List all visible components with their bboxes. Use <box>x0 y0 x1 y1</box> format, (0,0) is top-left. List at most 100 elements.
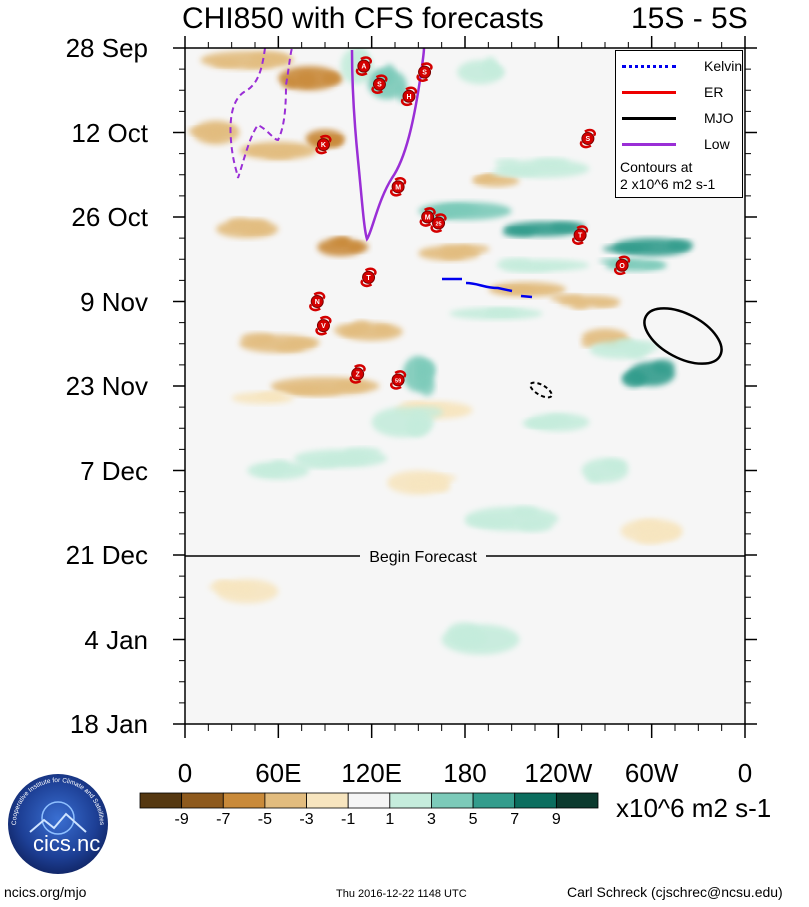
colorbar-label: 1 <box>385 811 395 828</box>
field-blob <box>373 325 393 335</box>
field-blob <box>440 250 465 260</box>
hurricane-icon <box>390 177 407 197</box>
hurricane-icon <box>360 267 377 288</box>
field-blob <box>571 301 589 310</box>
mjo-contour <box>643 307 723 365</box>
logo-mountain-icon <box>29 812 87 833</box>
field-blob <box>407 418 430 437</box>
colorbar-label: -1 <box>341 811 356 828</box>
field-blob <box>652 359 675 374</box>
field-blob <box>465 516 516 528</box>
storm-dot <box>316 319 330 333</box>
storm-label: S <box>422 70 427 77</box>
colorbar-swatch <box>514 792 557 809</box>
field-blob <box>401 401 427 408</box>
field-blob <box>334 380 369 392</box>
storm-dot <box>310 295 324 308</box>
storm-dot <box>615 258 629 272</box>
footer-right: Carl Schreck (cjschrec@ncsu.edu) <box>567 884 783 900</box>
storm-marker: M <box>390 177 407 197</box>
field-blob <box>517 519 553 532</box>
field-blob <box>239 228 273 235</box>
field-blob <box>214 579 231 589</box>
field-blob <box>641 262 663 269</box>
storm-marker: O <box>614 255 631 276</box>
field-blob <box>535 265 570 270</box>
field-blob <box>494 158 519 167</box>
field-blob <box>594 301 619 308</box>
colorbar-label: -3 <box>299 811 314 828</box>
field-blob <box>609 463 623 472</box>
y-tick-label: 4 Jan <box>84 624 148 655</box>
field-blob <box>329 237 350 247</box>
field-blob <box>234 583 256 596</box>
y-tick-label: 28 Sep <box>65 33 148 63</box>
colorbar-swatch <box>181 792 224 809</box>
legend-note-line2: 2 x10^6 m2 s-1 <box>620 176 716 192</box>
legend-swatch <box>622 117 676 120</box>
field-blob <box>627 348 645 359</box>
x-tick-label: 180 <box>443 758 487 788</box>
x-tick-label: 60E <box>255 758 302 788</box>
storm-label: S <box>586 136 591 143</box>
storm-label: M <box>425 215 431 222</box>
storm-label: O <box>619 263 625 270</box>
storm-label: H <box>406 94 411 101</box>
mjo-contour <box>529 381 553 399</box>
storm-label: Z <box>356 371 361 378</box>
field-blob <box>344 447 382 458</box>
hurricane-icon <box>390 370 407 390</box>
y-tick-label: 18 Jan <box>69 709 148 739</box>
storm-dot <box>357 59 371 73</box>
storm-dot <box>418 65 432 79</box>
storm-dot <box>316 138 330 152</box>
field-blob <box>258 391 285 400</box>
y-tick-label: 7 Dec <box>80 455 148 486</box>
y-tick-label: 21 Dec <box>65 540 148 570</box>
storm-dot <box>372 77 386 91</box>
storm-marker: 25 <box>430 213 447 233</box>
hurricane-icon <box>315 315 332 336</box>
hurricane-icon <box>309 291 326 312</box>
hurricane-icon <box>579 128 596 149</box>
hurricane-icon <box>416 62 433 82</box>
storm-marker: 59 <box>390 370 407 390</box>
field-blob <box>486 308 517 317</box>
field-blob <box>256 465 291 472</box>
field-blob <box>187 126 212 135</box>
hurricane-icon <box>400 86 418 107</box>
kelvin-contour <box>465 281 513 293</box>
field-blob <box>521 418 553 428</box>
storm-marker: S <box>416 62 433 82</box>
legend: Kelvin ER MJO Low Contours at 2 x10^6 m2 s-… <box>615 50 743 198</box>
storm-markers: A S S H S K M M 25 T O T N V Z 59 <box>309 56 631 390</box>
storm-dot <box>362 270 376 284</box>
x-tick-label: 60W <box>624 758 679 788</box>
region-label: 15S - 5S <box>631 2 748 35</box>
y-tick-label: 9 Nov <box>80 286 148 317</box>
field-blob <box>549 294 584 303</box>
hurricane-icon <box>349 364 366 384</box>
field-blob <box>415 360 424 385</box>
field-blob <box>287 385 342 397</box>
colorbar-label: 3 <box>427 811 436 828</box>
storm-label: T <box>366 275 371 282</box>
colorbar-swatch <box>555 792 599 809</box>
legend-label: MJO <box>704 110 734 126</box>
storm-marker: A <box>355 56 372 76</box>
colorbar <box>139 792 599 809</box>
colorbar-label: -7 <box>216 811 231 828</box>
colorbar-swatch <box>347 792 391 809</box>
legend-item: ER <box>620 83 740 101</box>
field-blob <box>586 472 602 483</box>
field-blob <box>285 338 321 347</box>
storm-label: 25 <box>435 222 441 228</box>
storm-label: T <box>578 233 583 240</box>
storm-dot <box>351 367 365 381</box>
storm-dot <box>421 210 435 224</box>
field-blob <box>213 126 237 135</box>
storm-dot <box>391 180 405 194</box>
x-tick-label: 0 <box>177 758 193 788</box>
storm-label: A <box>361 64 366 71</box>
x-tick-label: 120W <box>524 758 593 788</box>
